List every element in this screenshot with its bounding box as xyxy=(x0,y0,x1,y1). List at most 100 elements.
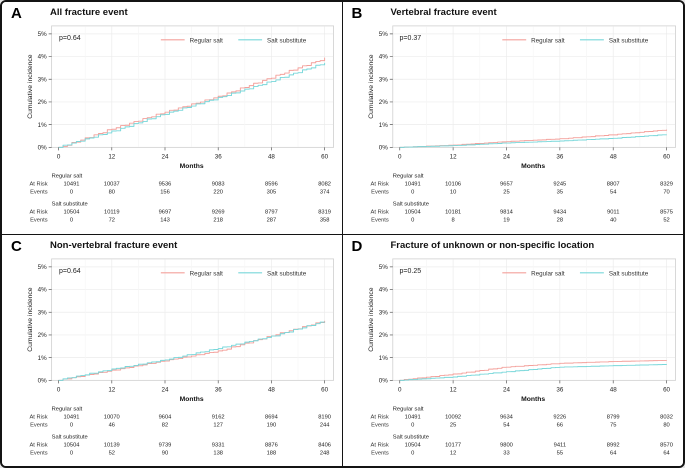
x-tick-label: 36 xyxy=(556,386,563,393)
events-value: 28 xyxy=(556,218,562,224)
at-risk-value: 8319 xyxy=(318,210,331,216)
events-value: 33 xyxy=(503,450,509,456)
legend-label: Regular salt xyxy=(531,37,565,44)
at-risk-value: 10106 xyxy=(445,182,461,188)
plot-area xyxy=(51,258,334,381)
events-value: 188 xyxy=(267,450,277,456)
events-value: 220 xyxy=(213,190,223,196)
y-tick-label: 4% xyxy=(378,54,387,61)
events-value: 0 xyxy=(411,450,414,456)
km-chart-vertebral-fracture: Regular salt Salt substitute 0 12 24 36 48 60 0%… xyxy=(367,25,676,224)
events-value: 305 xyxy=(267,190,277,196)
x-tick-label: 0 xyxy=(397,386,401,393)
risk-group-header: Regular salt xyxy=(392,407,423,413)
x-tick-label: 12 xyxy=(449,153,456,160)
at-risk-value: 10037 xyxy=(104,182,120,188)
plot-area xyxy=(51,25,334,148)
risk-group-header: Salt substitute xyxy=(52,202,88,208)
km-curve-salt-substitute xyxy=(399,134,667,148)
y-tick-label: 4% xyxy=(38,287,47,294)
at-risk-value: 10181 xyxy=(445,210,461,216)
km-curve-salt-substitute xyxy=(58,321,326,381)
x-tick-label: 60 xyxy=(321,153,328,160)
panel-b-vertebral-fracture: B Vertebral fracture event p=0.37 Regula… xyxy=(342,2,683,235)
risk-row-label-events: Events xyxy=(371,450,389,456)
km-curve-regular-salt xyxy=(399,359,667,381)
y-tick-label: 3% xyxy=(378,309,387,316)
at-risk-value: 9162 xyxy=(212,415,225,421)
y-tick-label: 5% xyxy=(38,264,47,271)
panel-letter: D xyxy=(351,237,363,255)
risk-row-label-at-risk: At Risk xyxy=(370,443,388,449)
y-tick-label: 0% xyxy=(378,378,387,385)
events-value: 143 xyxy=(160,218,170,224)
at-risk-value: 8799 xyxy=(606,415,619,421)
km-chart-unknown-location-fracture: Regular salt Salt substitute 0 12 24 36 48 60 0%… xyxy=(367,258,676,456)
plot-area xyxy=(391,25,676,148)
km-chart-non-vertebral-fracture: Regular salt Salt substitute 0 12 24 36 48 60 0%… xyxy=(27,258,334,456)
at-risk-value: 8032 xyxy=(660,415,673,421)
events-value: 12 xyxy=(449,450,455,456)
risk-group-header: Regular salt xyxy=(52,407,83,413)
legend-label: Salt substitute xyxy=(267,270,307,277)
events-value: 70 xyxy=(663,190,669,196)
x-tick-label: 36 xyxy=(556,153,563,160)
p-value-label: p=0.25 xyxy=(399,267,422,275)
at-risk-value: 9739 xyxy=(159,443,172,449)
at-risk-value: 9814 xyxy=(500,210,514,216)
y-tick-label: 2% xyxy=(378,99,387,106)
events-value: 25 xyxy=(449,423,455,429)
at-risk-value: 10504 xyxy=(404,210,421,216)
events-value: 35 xyxy=(556,190,562,196)
legend-label: Salt substitute xyxy=(608,270,648,277)
x-axis-title: Months xyxy=(521,396,545,403)
at-risk-value: 9331 xyxy=(212,443,225,449)
panel-title: All fracture event xyxy=(50,7,128,18)
at-risk-value: 8797 xyxy=(265,210,278,216)
events-value: 0 xyxy=(70,423,73,429)
events-value: 358 xyxy=(320,218,330,224)
events-value: 10 xyxy=(449,190,455,196)
events-value: 190 xyxy=(267,423,277,429)
events-value: 66 xyxy=(556,423,562,429)
at-risk-value: 9536 xyxy=(159,182,172,188)
at-risk-value: 9411 xyxy=(553,443,565,449)
at-risk-value: 8807 xyxy=(606,182,619,188)
at-risk-value: 8082 xyxy=(318,182,331,188)
y-tick-label: 3% xyxy=(38,309,47,316)
panel-letter: A xyxy=(11,5,23,22)
x-tick-label: 24 xyxy=(162,386,169,393)
at-risk-value: 9634 xyxy=(500,415,514,421)
y-tick-label: 2% xyxy=(38,332,47,339)
risk-row-label-events: Events xyxy=(371,218,389,224)
at-risk-value: 8570 xyxy=(660,443,673,449)
at-risk-value: 9657 xyxy=(500,182,513,188)
at-risk-value: 10504 xyxy=(63,210,80,216)
at-risk-value: 8694 xyxy=(265,415,279,421)
events-value: 8 xyxy=(451,218,454,224)
at-risk-value: 10504 xyxy=(63,443,80,449)
risk-group-header: Salt substitute xyxy=(392,435,428,441)
panel-title: Fracture of unknown or non-specific loca… xyxy=(390,239,595,251)
at-risk-value: 10070 xyxy=(104,415,120,421)
legend-label: Salt substitute xyxy=(267,37,307,44)
legend-label: Regular salt xyxy=(190,37,224,44)
y-axis-title: Cumulative incidence xyxy=(367,54,374,119)
y-tick-label: 3% xyxy=(38,76,47,83)
at-risk-value: 9083 xyxy=(212,182,225,188)
y-tick-label: 1% xyxy=(38,122,47,129)
at-risk-value: 8329 xyxy=(660,182,673,188)
at-risk-value: 8596 xyxy=(265,182,278,188)
y-tick-label: 5% xyxy=(378,31,387,38)
y-tick-label: 2% xyxy=(38,99,47,106)
plot-area xyxy=(391,258,676,381)
risk-row-label-events: Events xyxy=(30,450,48,456)
events-value: 218 xyxy=(213,218,223,224)
events-value: 374 xyxy=(320,190,330,196)
x-tick-label: 0 xyxy=(57,386,61,393)
y-tick-label: 1% xyxy=(378,355,387,362)
risk-row-label-at-risk: At Risk xyxy=(29,182,47,188)
at-risk-value: 9269 xyxy=(212,210,225,216)
events-value: 80 xyxy=(109,190,115,196)
risk-row-label-events: Events xyxy=(30,190,48,196)
